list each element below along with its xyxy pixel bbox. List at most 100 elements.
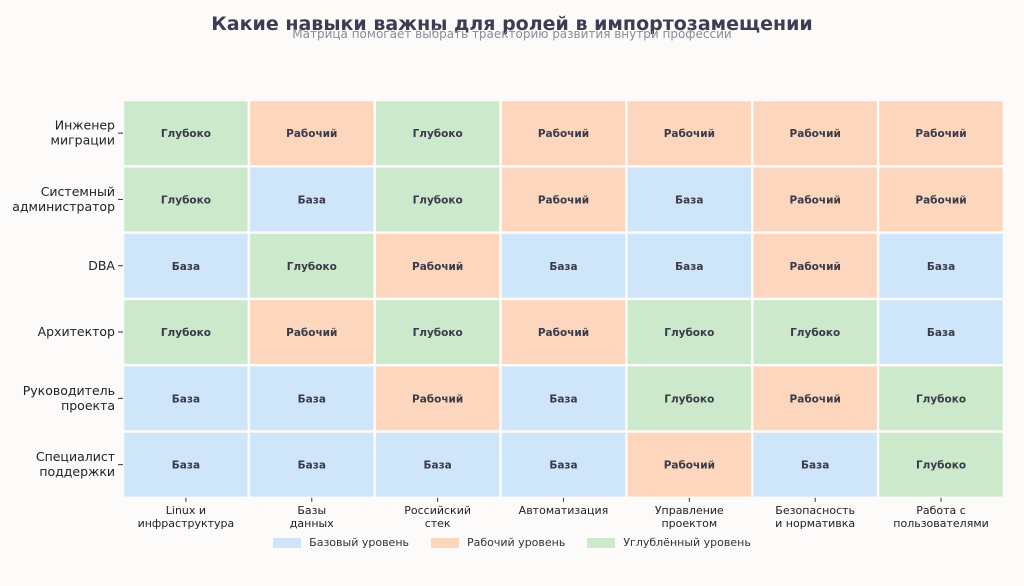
heatmap-cell-label: Рабочий [915, 194, 966, 206]
legend-item-working: Рабочий уровень [431, 536, 565, 549]
heatmap-cell-rect [753, 167, 877, 232]
heatmap-cell: База [627, 167, 751, 232]
heatmap-cell-label: База [927, 327, 955, 339]
heatmap-cell: База [753, 432, 877, 497]
heatmap-cell: Рабочий [753, 366, 877, 431]
heatmap-cell-rect [124, 432, 248, 497]
heatmap-cell-rect [250, 167, 374, 232]
heatmap-cell-rect [124, 167, 248, 232]
heatmap-cell-rect [627, 366, 751, 431]
heatmap-cell-rect [627, 167, 751, 232]
heatmap-cell-rect [375, 101, 500, 166]
heatmap-cell-label: Рабочий [286, 327, 337, 339]
heatmap-cell-rect [879, 300, 1003, 364]
heatmap-cell-rect [501, 233, 626, 298]
heatmap-cell-label: База [298, 393, 326, 405]
heatmap-cell: Рабочий [375, 366, 500, 431]
heatmap-cell: База [124, 366, 248, 431]
heatmap-cell-label: Рабочий [538, 327, 589, 339]
heatmap-cell-label: Рабочий [412, 261, 463, 273]
heatmap-cell-rect [627, 300, 751, 364]
heatmap-cell: Глубоко [627, 366, 751, 431]
heatmap-cell-label: Глубоко [413, 327, 463, 339]
chart-title: Какие навыки важны для ролей в импортоза… [211, 13, 813, 35]
heatmap-cell-label: База [927, 261, 955, 273]
heatmap-cell-rect [501, 432, 626, 497]
heatmap-cell-rect [501, 300, 626, 364]
heatmap-cell: База [250, 432, 374, 497]
heatmap-cell-label: Глубоко [413, 194, 463, 206]
heatmap-cell-label: Рабочий [286, 128, 337, 140]
heatmap-cell: Рабочий [879, 167, 1003, 232]
heatmap-cell: Рабочий [501, 101, 626, 166]
legend-label-deep: Углублённый уровень [623, 536, 751, 549]
heatmap-cell: Глубоко [879, 366, 1003, 431]
heatmap-cell: Глубоко [627, 300, 751, 364]
heatmap-cell-rect [879, 233, 1003, 298]
column-label: Безопасность и нормативка [775, 504, 855, 530]
heatmap-cell-rect [879, 101, 1003, 166]
heatmap-cell-rect [753, 432, 877, 497]
heatmap-cell: База [124, 233, 248, 298]
heatmap-cell: Рабочий [250, 101, 374, 166]
heatmap-cell-rect [501, 101, 626, 166]
heatmap-cell-rect [753, 300, 877, 364]
heatmap-cell-rect [753, 233, 877, 298]
heatmap-cell-label: База [172, 261, 200, 273]
row-label: Системный администратор [12, 184, 115, 214]
heatmap-cell: Глубоко [124, 300, 248, 364]
heatmap-cell-rect [124, 300, 248, 364]
legend-item-basic: Базовый уровень [273, 536, 409, 549]
heatmap-cell: База [501, 366, 626, 431]
heatmap-cell-rect [375, 233, 500, 298]
heatmap-cell-rect [501, 167, 626, 232]
row-label: Инженер миграции [51, 118, 116, 148]
heatmap-cell-label: Рабочий [664, 460, 715, 472]
heatmap-cell-rect [250, 300, 374, 364]
heatmap-cell: Глубоко [879, 432, 1003, 497]
heatmap-cell-label: База [675, 194, 703, 206]
column-label: Работа с пользователями [893, 504, 989, 530]
heatmap-cell-label: Рабочий [790, 128, 841, 140]
heatmap-cell: База [501, 233, 626, 298]
heatmap-cell-label: Глубоко [664, 327, 714, 339]
heatmap-cell-label: Рабочий [915, 128, 966, 140]
heatmap-cell-rect [124, 233, 248, 298]
legend-item-deep: Углублённый уровень [587, 536, 751, 549]
heatmap-cell-label: База [298, 194, 326, 206]
column-label: Linux и инфраструктура [138, 504, 235, 530]
row-label: Специалист поддержки [36, 449, 115, 479]
heatmap-cell: Глубоко [124, 101, 248, 166]
heatmap-cell-rect [124, 101, 248, 166]
heatmap-cell-label: Рабочий [790, 194, 841, 206]
heatmap-cell-rect [879, 366, 1003, 431]
heatmap-cell: Рабочий [375, 233, 500, 298]
chart-subtitle: Матрица помогает выбрать траекторию разв… [292, 27, 732, 41]
heatmap-cell-label: Глубоко [161, 327, 211, 339]
legend-swatch-deep [587, 537, 616, 548]
heatmap-cell-rect [501, 366, 626, 431]
heatmap-cell: Рабочий [250, 300, 374, 364]
heatmap-cell: База [124, 432, 248, 497]
heatmap-cell: База [879, 233, 1003, 298]
heatmap-cell-rect [375, 366, 500, 431]
heatmap-cell: Глубоко [124, 167, 248, 232]
heatmap-cell-rect [627, 432, 751, 497]
column-label: Базы данных [290, 504, 334, 530]
legend: Базовый уровень Рабочий уровень Углублён… [0, 536, 1024, 549]
heatmap-cell: Рабочий [753, 167, 877, 232]
heatmap-cell-label: Глубоко [161, 128, 211, 140]
heatmap-cell-label: База [549, 460, 577, 472]
heatmap-cell-label: Рабочий [538, 194, 589, 206]
heatmap-cell-rect [250, 432, 374, 497]
column-label: Управление проектом [655, 504, 724, 530]
heatmap-cell-rect [879, 432, 1003, 497]
heatmap-cell: База [250, 366, 374, 431]
heatmap-cell: Рабочий [753, 233, 877, 298]
heatmap-cell: Рабочий [627, 101, 751, 166]
heatmap-cell-label: Глубоко [916, 460, 966, 472]
column-label: Российский стек [404, 504, 471, 530]
heatmap-cell-rect [627, 101, 751, 166]
heatmap-cell-label: База [549, 393, 577, 405]
heatmap-cell: Глубоко [375, 101, 500, 166]
